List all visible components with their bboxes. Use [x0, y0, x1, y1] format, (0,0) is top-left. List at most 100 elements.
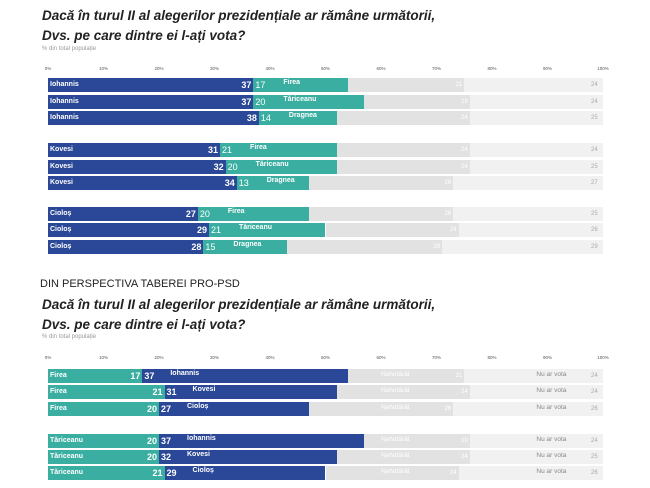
bar-label: Firea — [50, 405, 67, 412]
bar-value: 13 — [238, 178, 249, 188]
tick-label: 100% — [597, 355, 609, 360]
bar-segment-kovesi — [48, 160, 226, 174]
bar-segment-dragnea — [236, 176, 309, 190]
bar-segment-firea — [48, 385, 165, 399]
bar-label: Dragnea — [233, 241, 262, 248]
bar-segment-no-vote — [469, 385, 603, 399]
undecided-label: Nehotărât — [381, 387, 410, 394]
tick-label: 10% — [98, 355, 109, 360]
bar-label: Cioloș — [50, 243, 72, 250]
bar-label: Tăriceanu — [255, 161, 289, 168]
bar-segment-kovesi — [48, 176, 237, 190]
bar-segment-undecided — [325, 223, 459, 237]
bar-segment-undecided — [325, 466, 459, 480]
tick-label: 20% — [154, 66, 164, 71]
bar-segment-undecided — [308, 207, 454, 221]
bar-value: 38 — [246, 113, 257, 123]
no-vote-label: Nu ar vota — [536, 468, 567, 475]
bar-value-undecided: 24 — [461, 389, 468, 395]
bar-segment-undecided — [347, 369, 465, 383]
bar-segment-firea — [48, 402, 159, 416]
bar-value: 20 — [146, 404, 157, 414]
bar-value: 15 — [205, 242, 216, 252]
bar-value-no-vote: 24 — [591, 99, 598, 105]
bar-value-undecided: 21 — [455, 82, 463, 88]
tick-label: 10% — [98, 66, 109, 71]
bar-segment-firea — [48, 369, 143, 383]
tick-label: 80% — [487, 355, 497, 360]
bar-segment-cioloș — [48, 207, 198, 221]
no-vote-label: Nu ar vota — [536, 371, 567, 378]
bar-value-undecided: 26 — [444, 180, 452, 186]
bar-segment-iohannis — [159, 434, 365, 448]
bar-segment-tăriceanu — [253, 95, 365, 109]
bar-value: 37 — [241, 80, 252, 90]
bar-segment-undecided — [308, 176, 454, 190]
tick-label: 70% — [431, 355, 442, 360]
bar-segment-undecided — [336, 450, 470, 464]
tick-label: 60% — [376, 355, 386, 360]
bar-label: Iohannis — [50, 114, 79, 121]
bar-value-undecided: 24 — [450, 227, 457, 233]
bar-segment-cioloș — [48, 240, 204, 254]
tick-label: 70% — [431, 66, 442, 71]
tick-label: 0% — [44, 355, 52, 360]
tick-label: 0% — [44, 66, 52, 71]
bar-segment-no-vote — [458, 223, 603, 237]
bar-value-no-vote: 24 — [591, 147, 598, 153]
bar-segment-no-vote — [469, 95, 603, 109]
bar-segment-cioloș — [164, 466, 326, 480]
tick-label: 90% — [542, 355, 553, 360]
no-vote-label: Nu ar vota — [536, 387, 567, 394]
bar-label: Firea — [283, 79, 301, 86]
bar-segment-undecided — [336, 160, 470, 174]
bar-segment-undecided — [364, 95, 470, 109]
section-heading: DIN PERSPECTIVA TABEREI PRO-PSD — [40, 278, 240, 290]
bar-value: 20 — [227, 162, 238, 172]
bar-value-no-vote: 26 — [591, 470, 598, 476]
bar-segment-no-vote — [469, 143, 603, 157]
bar-value: 37 — [144, 371, 155, 381]
bar-label: Kovesi — [192, 386, 216, 393]
bar-label: Tăriceanu — [50, 453, 84, 460]
tick-label: 80% — [487, 66, 497, 71]
bar-value: 31 — [208, 145, 219, 155]
tick-label: 50% — [320, 355, 331, 360]
no-vote-label: Nu ar vota — [536, 452, 567, 459]
bar-segment-no-vote — [453, 402, 603, 416]
chart1-subtitle: % din total populație — [42, 46, 97, 52]
bar-label: Dragnea — [288, 112, 317, 119]
bar-value-undecided: 26 — [444, 211, 452, 217]
bar-value: 21 — [152, 468, 163, 478]
bar-value: 37 — [241, 97, 252, 107]
bar-value-no-vote: 24 — [591, 438, 598, 444]
bar-value: 17 — [130, 371, 141, 381]
bar-segment-undecided — [347, 78, 465, 92]
bar-value: 32 — [161, 452, 172, 462]
bar-label: Cioloș — [50, 210, 72, 217]
bar-value-no-vote: 25 — [591, 454, 598, 460]
bar-segment-no-vote — [464, 78, 603, 92]
bar-label: Iohannis — [187, 435, 216, 442]
chart2-subtitle: % din total populație — [42, 334, 97, 340]
bar-segment-iohannis — [48, 111, 259, 125]
bar-value: 27 — [185, 209, 196, 219]
bar-value: 20 — [199, 209, 210, 219]
bar-value-no-vote: 27 — [591, 180, 598, 186]
bar-segment-iohannis — [48, 78, 254, 92]
bar-label: Tăriceanu — [50, 469, 84, 476]
bar-label: Cioloș — [192, 467, 214, 474]
bar-segment-tăriceanu — [48, 434, 159, 448]
bar-label: Firea — [50, 388, 67, 395]
bar-segment-firea — [220, 143, 337, 157]
tick-label: 40% — [265, 355, 275, 360]
bar-segment-iohannis — [142, 369, 348, 383]
bar-value-undecided: 28 — [433, 244, 441, 250]
bar-segment-tăriceanu — [48, 466, 165, 480]
bar-value: 37 — [161, 436, 172, 446]
bar-value: 20 — [146, 436, 157, 446]
bar-label: Kovesi — [50, 146, 73, 153]
tick-label: 60% — [376, 66, 386, 71]
bar-label: Tăriceanu — [238, 224, 273, 231]
bar-segment-kovesi — [159, 450, 337, 464]
